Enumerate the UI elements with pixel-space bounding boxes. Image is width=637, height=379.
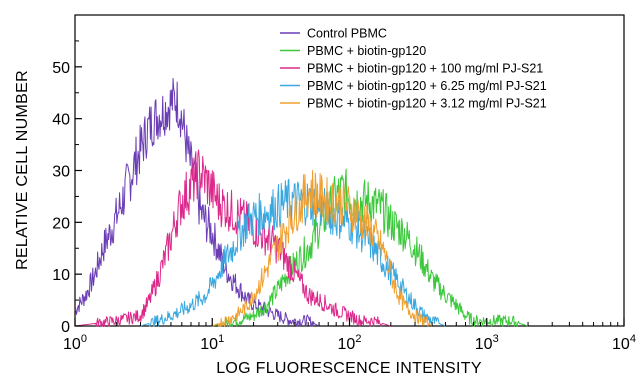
y-axis-title: RELATIVE CELL NUMBER bbox=[14, 70, 31, 270]
series-layer bbox=[74, 77, 529, 327]
x-tick-label: 101 bbox=[200, 333, 224, 353]
y-tick-label: 50 bbox=[52, 60, 70, 77]
y-tick-label: 10 bbox=[52, 267, 70, 284]
legend-label: PBMC + biotin-gp120 + 100 mg/ml PJ-S21 bbox=[307, 62, 543, 76]
legend-label: PBMC + biotin-gp120 bbox=[307, 44, 426, 58]
y-axis-ticks: 0 10 20 30 40 50 bbox=[52, 40, 82, 336]
legend: Control PBMC PBMC + biotin-gp120 PBMC + bi… bbox=[280, 27, 547, 111]
series-line-5 bbox=[212, 170, 433, 327]
x-tick-label: 102 bbox=[338, 333, 362, 353]
x-tick-label: 100 bbox=[63, 333, 87, 353]
legend-label: PBMC + biotin-gp120 + 6.25 mg/ml PJ-S21 bbox=[307, 79, 547, 93]
legend-label: Control PBMC bbox=[307, 27, 387, 41]
series-line-2 bbox=[212, 168, 529, 327]
y-tick-label: 20 bbox=[52, 215, 70, 232]
x-tick-label: 104 bbox=[612, 333, 636, 353]
x-tick-label: 103 bbox=[475, 333, 499, 353]
y-tick-label: 40 bbox=[52, 112, 70, 129]
legend-label: PBMC + biotin-gp120 + 3.12 mg/ml PJ-S21 bbox=[307, 97, 547, 111]
y-tick-label: 30 bbox=[52, 164, 70, 181]
series-line-3 bbox=[74, 149, 391, 327]
y-tick-label: 0 bbox=[61, 319, 70, 336]
x-axis-ticks: 100 101 102 103 104 bbox=[63, 318, 636, 353]
x-axis-title: LOG FLUORESCENCE INTENSITY bbox=[216, 360, 482, 377]
series-line-4 bbox=[140, 178, 446, 327]
